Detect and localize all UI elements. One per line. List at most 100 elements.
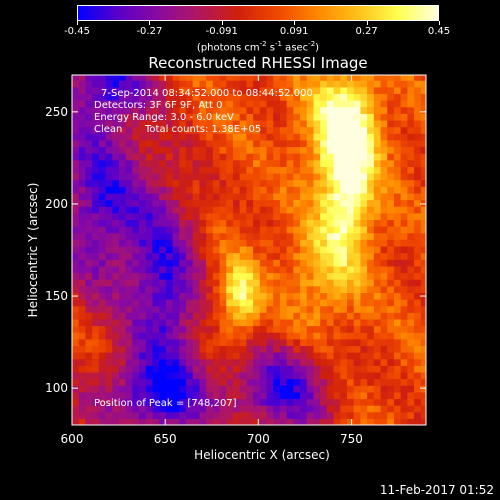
heatmap-cell <box>360 352 368 360</box>
heatmap-cell <box>367 153 375 161</box>
heatmap-cell <box>206 411 214 419</box>
heatmap-cell <box>387 299 395 307</box>
heatmap-cell <box>279 192 288 201</box>
heatmap-cell <box>139 232 147 240</box>
heatmap-cell <box>300 411 308 419</box>
heatmap-cell <box>199 318 207 327</box>
heatmap-cell <box>72 391 80 400</box>
heatmap-cell <box>212 199 221 207</box>
heatmap-cell <box>360 106 368 114</box>
heatmap-cell <box>186 259 194 267</box>
heatmap-cell <box>179 146 187 154</box>
heatmap-cell <box>112 418 120 425</box>
heatmap-cell <box>340 80 348 88</box>
heatmap-cell <box>159 75 167 81</box>
heatmap-cell <box>85 106 93 114</box>
heatmap-cell <box>300 133 308 141</box>
heatmap-cell <box>192 133 201 141</box>
heatmap-cell <box>72 146 80 154</box>
heatmap-cell <box>98 153 107 161</box>
heatmap-cell <box>152 153 160 161</box>
heatmap-cell <box>159 285 167 293</box>
heatmap-cell <box>407 159 415 167</box>
heatmap-cell <box>179 252 187 260</box>
heatmap-cell <box>279 232 288 240</box>
heatmap-cell <box>347 219 355 227</box>
heatmap-cell <box>279 119 288 128</box>
heatmap-cell <box>239 113 247 121</box>
heatmap-cell <box>300 80 308 88</box>
heatmap-cell <box>192 405 201 413</box>
heatmap-cell <box>152 312 160 320</box>
heatmap-cell <box>387 259 395 267</box>
heatmap-cell <box>192 385 201 393</box>
heatmap-cell <box>420 305 426 313</box>
heatmap-cell <box>206 100 214 108</box>
heatmap-cell <box>373 75 382 81</box>
heatmap-cell <box>118 259 127 267</box>
heatmap-cell <box>199 226 207 234</box>
heatmap-cell <box>105 239 113 247</box>
heatmap-cell <box>340 338 348 347</box>
heatmap-cell <box>246 305 254 313</box>
heatmap-cell <box>360 378 368 386</box>
heatmap-cell <box>232 285 241 293</box>
heatmap-cell <box>179 245 187 254</box>
heatmap-cell <box>98 325 107 333</box>
heatmap-cell <box>159 153 167 161</box>
heatmap-cell <box>340 173 348 181</box>
heatmap-cell <box>239 299 247 307</box>
heatmap-cell <box>380 358 388 366</box>
heatmap-cell <box>125 166 133 174</box>
heatmap-cell <box>92 126 100 134</box>
heatmap-cell <box>219 232 227 240</box>
heatmap-cell <box>420 166 426 174</box>
heatmap-cell <box>320 332 328 340</box>
heatmap-cell <box>125 305 133 313</box>
heatmap-cell <box>132 345 140 353</box>
heatmap-cell <box>179 318 187 327</box>
heatmap-cell <box>360 345 368 353</box>
heatmap-cell <box>313 153 321 161</box>
heatmap-cell <box>232 179 241 187</box>
heatmap-cell <box>393 173 402 181</box>
heatmap-cell <box>400 199 408 207</box>
heatmap-cell <box>326 272 335 280</box>
heatmap-cell <box>145 146 154 154</box>
heatmap-cell <box>306 166 315 174</box>
heatmap-cell <box>92 192 100 201</box>
heatmap-cell <box>92 226 100 234</box>
heatmap-cell <box>367 186 375 194</box>
heatmap-cell <box>125 405 133 413</box>
heatmap-cell <box>387 345 395 353</box>
heatmap-cell <box>253 166 261 174</box>
heatmap-cell <box>407 113 415 121</box>
heatmap-cell <box>279 186 288 194</box>
heatmap-cell <box>159 252 167 260</box>
heatmap-cell <box>98 93 107 101</box>
heatmap-cell <box>407 279 415 287</box>
heatmap-cell <box>293 199 301 207</box>
heatmap-cell <box>393 285 402 293</box>
heatmap-cell <box>112 385 120 393</box>
heatmap-cell <box>219 332 227 340</box>
heatmap-cell <box>313 358 321 366</box>
heatmap-cell <box>199 352 207 360</box>
heatmap-cell <box>105 232 113 240</box>
heatmap-cell <box>333 100 341 108</box>
heatmap-cell <box>246 398 254 406</box>
heatmap-cell <box>279 292 288 300</box>
heatmap-cell <box>232 405 241 413</box>
heatmap-cell <box>172 192 180 201</box>
heatmap-cell <box>360 199 368 207</box>
heatmap-cell <box>112 173 120 181</box>
heatmap-cell <box>85 391 93 400</box>
heatmap-cell <box>192 86 201 95</box>
heatmap-cell <box>72 119 80 128</box>
heatmap-cell <box>353 199 362 207</box>
heatmap-cell <box>246 192 254 201</box>
heatmap-cell <box>232 173 241 181</box>
heatmap-cell <box>387 173 395 181</box>
colorbar-tick-label: 0.45 <box>427 26 451 37</box>
heatmap-cell <box>300 252 308 260</box>
